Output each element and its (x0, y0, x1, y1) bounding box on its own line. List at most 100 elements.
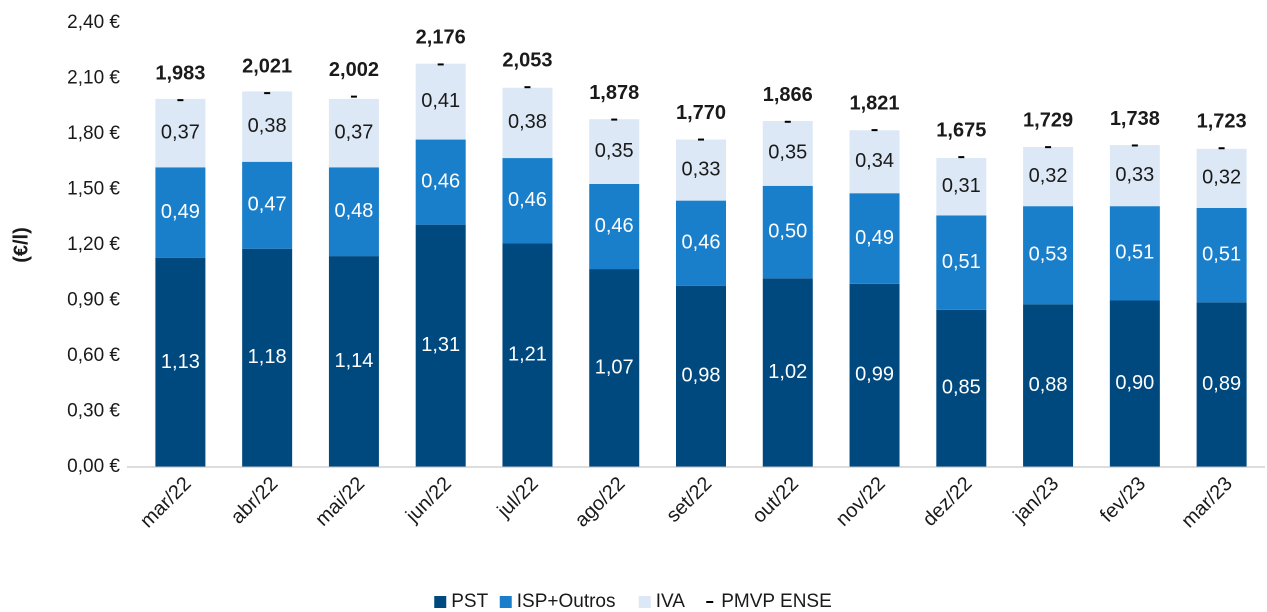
data-label: 0,88 (1029, 374, 1068, 396)
y-tick-label: 2,10 € (67, 68, 120, 89)
bar-segment (589, 269, 640, 467)
data-label: 0,46 (682, 231, 721, 253)
data-label: 0,99 (855, 364, 894, 386)
pmvp-label: 2,176 (416, 27, 466, 49)
data-label: 0,53 (1029, 243, 1068, 265)
y-tick-label: 1,20 € (67, 234, 120, 255)
bar-segment (242, 161, 293, 249)
bar-segment (1109, 145, 1160, 207)
x-tick-label: jan/23 (1009, 473, 1064, 528)
bar-segment (849, 283, 900, 467)
data-label: 0,98 (682, 365, 721, 387)
data-label: 0,31 (942, 175, 981, 197)
x-tick-label: jul/22 (493, 473, 543, 523)
pmvp-label: 1,866 (763, 84, 813, 106)
x-tick-label: set/22 (662, 473, 716, 527)
y-tick-label: 0,30 € (67, 401, 120, 422)
data-label: 0,90 (1115, 372, 1154, 394)
y-tick-label: 0,00 € (67, 456, 120, 477)
data-label: 0,35 (768, 142, 807, 164)
bar-segment (936, 158, 987, 216)
y-axis-label: (€/l) (10, 227, 32, 263)
data-label: 0,85 (942, 377, 981, 399)
data-label: 0,51 (1202, 243, 1241, 265)
data-label: 0,35 (595, 140, 634, 162)
data-label: 0,38 (508, 111, 547, 133)
data-label: 0,49 (855, 227, 894, 249)
bar-segment (936, 215, 987, 310)
x-tick-label: nov/22 (832, 473, 890, 531)
pmvp-label: 1,770 (676, 102, 726, 124)
bar-segment (676, 139, 726, 201)
x-tick-label: jun/22 (401, 473, 456, 528)
pmvp-label: 1,821 (850, 92, 900, 114)
x-tick-label: abr/22 (227, 473, 283, 529)
bar-segment (1023, 206, 1074, 305)
data-label: 1,21 (508, 343, 547, 365)
bar-segment (502, 87, 553, 159)
bar-segment (502, 158, 553, 244)
legend-label: IVA (656, 591, 686, 612)
bar-segment (1196, 208, 1247, 303)
data-label: 0,49 (161, 201, 200, 223)
data-label: 0,33 (682, 158, 721, 180)
data-label: 0,46 (421, 170, 460, 192)
data-label: 0,51 (1115, 242, 1154, 264)
data-label: 1,31 (421, 334, 460, 356)
bar-segment (936, 309, 987, 467)
data-label: 1,13 (161, 351, 200, 373)
x-tick-label: out/22 (748, 473, 803, 528)
data-label: 1,02 (768, 361, 807, 383)
bar-segment (328, 98, 379, 168)
bar-segment (1109, 206, 1160, 301)
bar-segment (415, 63, 466, 140)
bar-segment (1023, 304, 1074, 467)
pmvp-label: 1,675 (936, 119, 986, 141)
data-label: 0,46 (508, 189, 547, 211)
x-tick-label: mar/23 (1177, 473, 1237, 533)
legend-swatch (434, 596, 447, 608)
bar-segment (1196, 302, 1247, 467)
data-label: 0,46 (595, 215, 634, 237)
bar-segment (155, 257, 206, 467)
bar-segment (1109, 300, 1160, 467)
bar-segment (155, 98, 206, 168)
pmvp-label: 1,723 (1197, 111, 1247, 133)
legend-swatch (499, 596, 512, 608)
bar-segment (762, 121, 813, 186)
bar-segment (328, 256, 379, 467)
bar-segment (415, 139, 466, 225)
data-label: 0,32 (1029, 165, 1068, 187)
bar-segment (242, 91, 293, 162)
y-tick-label: 1,80 € (67, 123, 120, 144)
bar-segment (1023, 146, 1074, 207)
bar-segment (849, 193, 900, 284)
data-label: 0,33 (1115, 164, 1154, 186)
bar-segment (762, 185, 813, 279)
pmvp-label: 2,053 (502, 49, 552, 71)
pmvp-label: 1,878 (589, 82, 639, 104)
data-label: 0,38 (248, 115, 287, 137)
bar-segment (155, 167, 206, 258)
data-label: 0,47 (248, 194, 287, 216)
pmvp-label: 1,738 (1110, 108, 1160, 130)
data-label: 0,32 (1202, 167, 1241, 189)
bar-segment (415, 224, 466, 467)
bar-segment (589, 119, 640, 184)
y-tick-label: 2,40 € (67, 12, 120, 33)
x-tick-label: ago/22 (571, 473, 630, 532)
legend-swatch (638, 596, 651, 608)
data-label: 0,41 (421, 90, 460, 112)
pmvp-label: 1,729 (1023, 109, 1073, 131)
y-tick-label: 0,90 € (67, 290, 120, 311)
data-label: 1,18 (248, 346, 287, 368)
legend-label: PMVP ENSE (721, 591, 832, 612)
bar-segment (502, 243, 553, 467)
x-tick-label: mar/22 (136, 473, 196, 533)
bar-segment (1196, 148, 1247, 208)
bar-segment (242, 248, 293, 467)
y-tick-label: 1,50 € (67, 179, 120, 200)
data-label: 1,14 (334, 350, 373, 372)
bar-segment (328, 167, 379, 257)
